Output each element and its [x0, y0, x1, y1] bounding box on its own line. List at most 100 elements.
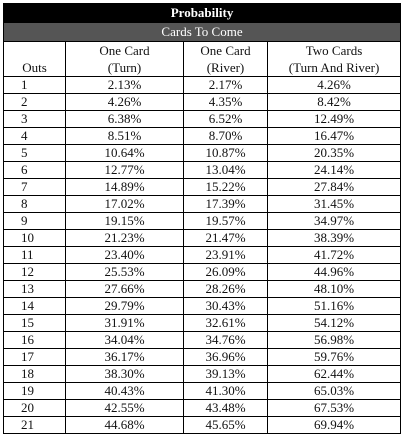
probability-cell: 41.72% — [266, 246, 402, 264]
probability-cell: 36.96% — [183, 348, 268, 366]
outs-cell: 1 — [3, 76, 66, 94]
probability-cell: 40.43% — [65, 382, 184, 400]
probability-cell: 30.43% — [183, 297, 268, 315]
outs-cell: 16 — [3, 331, 66, 349]
outs-cell: 17 — [3, 348, 66, 366]
probability-cell: 34.76% — [183, 331, 268, 349]
data-row: 16 34.04% 34.76% 56.98% — [3, 331, 402, 349]
outs-cell: 7 — [3, 178, 66, 196]
header-cell: One Card — [65, 41, 184, 59]
outs-cell: 21 — [3, 416, 66, 434]
probability-cell: 20.35% — [266, 144, 402, 162]
data-row: 9 19.15% 19.57% 34.97% — [3, 212, 402, 230]
title-row: Probability — [2, 3, 402, 23]
probability-cell: 8.70% — [183, 127, 268, 145]
header-row: Outs (Turn) (River) (Turn And River) — [3, 59, 402, 77]
probability-cell: 19.57% — [183, 212, 268, 230]
probability-cell: 25.53% — [65, 263, 184, 281]
probability-cell: 67.53% — [266, 399, 402, 417]
outs-cell: 6 — [3, 161, 66, 179]
data-row: 5 10.64% 10.87% 20.35% — [3, 144, 402, 162]
outs-cell: 2 — [3, 93, 66, 111]
probability-cell: 21.23% — [65, 229, 184, 247]
probability-cell: 38.30% — [65, 365, 184, 383]
probability-cell: 24.14% — [266, 161, 402, 179]
data-row: 13 27.66% 28.26% 48.10% — [3, 280, 402, 298]
probability-cell: 10.64% — [65, 144, 184, 162]
data-row: 14 29.79% 30.43% 51.16% — [3, 297, 402, 315]
header-cell: Outs — [3, 59, 66, 77]
probability-cell: 6.38% — [65, 110, 184, 128]
header-cell — [3, 41, 66, 59]
data-row: 11 23.40% 23.91% 41.72% — [3, 246, 402, 264]
probability-cell: 19.15% — [65, 212, 184, 230]
probability-cell: 31.91% — [65, 314, 184, 332]
probability-cell: 28.26% — [183, 280, 268, 298]
data-row: 2 4.26% 4.35% 8.42% — [3, 93, 402, 111]
probability-cell: 26.09% — [183, 263, 268, 281]
outs-cell: 8 — [3, 195, 66, 213]
probability-cell: 23.91% — [183, 246, 268, 264]
probability-cell: 8.42% — [266, 93, 402, 111]
probability-cell: 51.16% — [266, 297, 402, 315]
table-title: Probability — [2, 3, 402, 23]
probability-cell: 27.66% — [65, 280, 184, 298]
subtitle-row: Cards To Come — [2, 22, 402, 42]
probability-cell: 54.12% — [266, 314, 402, 332]
outs-cell: 9 — [3, 212, 66, 230]
probability-cell: 10.87% — [183, 144, 268, 162]
probability-cell: 31.45% — [266, 195, 402, 213]
probability-cell: 14.89% — [65, 178, 184, 196]
probability-cell: 4.26% — [266, 76, 402, 94]
probability-cell: 2.13% — [65, 76, 184, 94]
outs-cell: 5 — [3, 144, 66, 162]
header-row: One Card One Card Two Cards — [3, 41, 402, 59]
probability-cell: 13.04% — [183, 161, 268, 179]
probability-cell: 12.49% — [266, 110, 402, 128]
probability-cell: 17.39% — [183, 195, 268, 213]
data-row: 18 38.30% 39.13% 62.44% — [3, 365, 402, 383]
data-row: 6 12.77% 13.04% 24.14% — [3, 161, 402, 179]
probability-cell: 4.26% — [65, 93, 184, 111]
outs-cell: 11 — [3, 246, 66, 264]
probability-cell: 21.47% — [183, 229, 268, 247]
outs-cell: 20 — [3, 399, 66, 417]
data-row: 21 44.68% 45.65% 69.94% — [3, 416, 402, 434]
probability-cell: 44.96% — [266, 263, 402, 281]
probability-cell: 17.02% — [65, 195, 184, 213]
probability-cell: 36.17% — [65, 348, 184, 366]
outs-cell: 10 — [3, 229, 66, 247]
probability-cell: 34.04% — [65, 331, 184, 349]
probability-cell: 62.44% — [266, 365, 402, 383]
outs-cell: 4 — [3, 127, 66, 145]
probability-cell: 45.65% — [183, 416, 268, 434]
table-body: Probability Cards To Come One Card One Ca… — [2, 3, 402, 434]
data-row: 7 14.89% 15.22% 27.84% — [3, 178, 402, 196]
data-row: 19 40.43% 41.30% 65.03% — [3, 382, 402, 400]
probability-cell: 42.55% — [65, 399, 184, 417]
probability-table: Probability Cards To Come One Card One Ca… — [2, 3, 402, 434]
outs-cell: 15 — [3, 314, 66, 332]
probability-cell: 44.68% — [65, 416, 184, 434]
data-row: 4 8.51% 8.70% 16.47% — [3, 127, 402, 145]
probability-cell: 59.76% — [266, 348, 402, 366]
outs-cell: 14 — [3, 297, 66, 315]
data-row: 1 2.13% 2.17% 4.26% — [3, 76, 402, 94]
table-subtitle: Cards To Come — [2, 22, 402, 42]
outs-cell: 12 — [3, 263, 66, 281]
probability-cell: 8.51% — [65, 127, 184, 145]
outs-cell: 19 — [3, 382, 66, 400]
probability-cell: 56.98% — [266, 331, 402, 349]
header-cell: Two Cards — [266, 41, 402, 59]
probability-cell: 32.61% — [183, 314, 268, 332]
probability-cell: 4.35% — [183, 93, 268, 111]
probability-cell: 2.17% — [183, 76, 268, 94]
probability-cell: 41.30% — [183, 382, 268, 400]
outs-cell: 13 — [3, 280, 66, 298]
probability-cell: 65.03% — [266, 382, 402, 400]
probability-cell: 16.47% — [266, 127, 402, 145]
header-cell: (Turn) — [65, 59, 184, 77]
data-row: 17 36.17% 36.96% 59.76% — [3, 348, 402, 366]
probability-cell: 29.79% — [65, 297, 184, 315]
